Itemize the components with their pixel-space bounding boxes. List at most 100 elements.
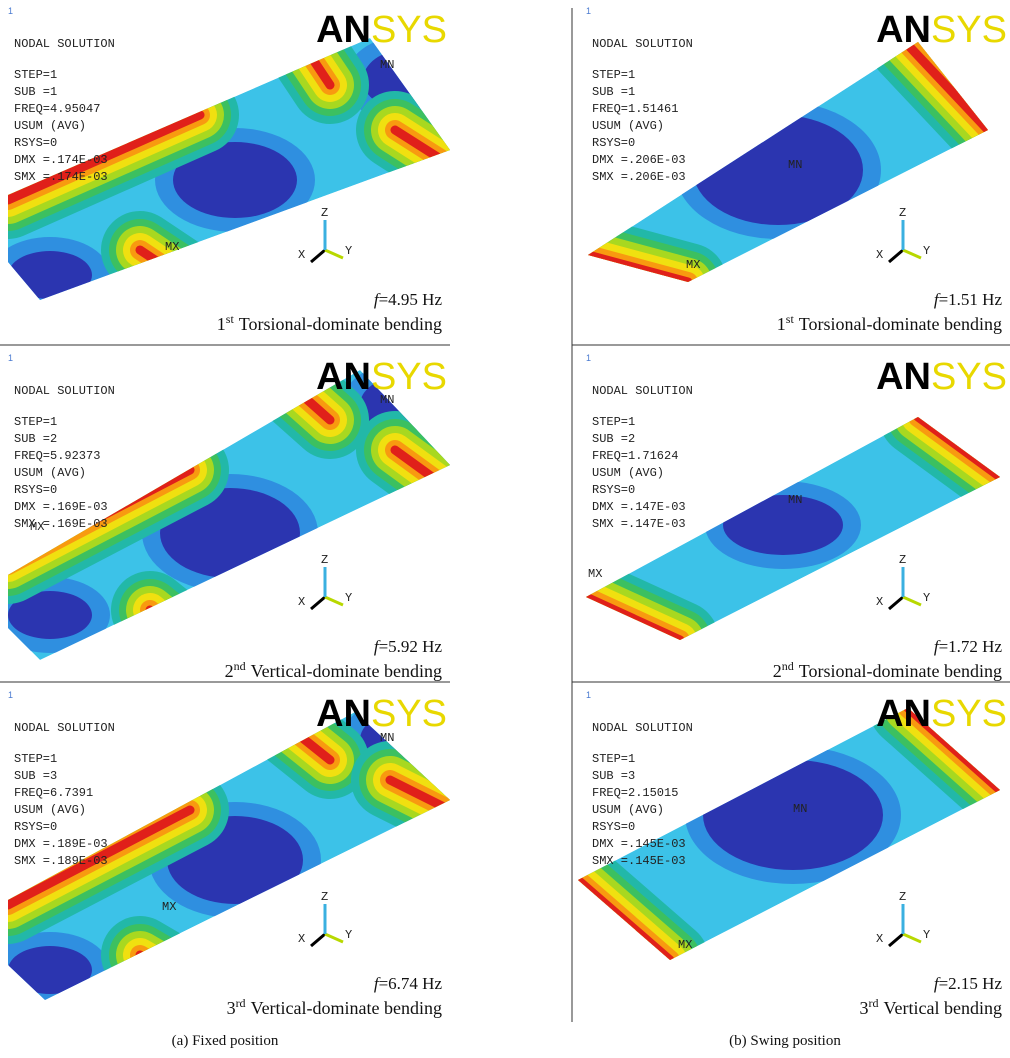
max-label: MX xyxy=(588,567,602,581)
frequency-value: =2.15 Hz xyxy=(939,974,1003,993)
triad-label: Y xyxy=(923,928,930,942)
triad-label: Y xyxy=(345,928,352,942)
result-line: SMX =.145E-03 xyxy=(592,854,686,868)
logo-black: AN xyxy=(876,356,931,398)
contour-band xyxy=(150,610,200,650)
result-line: USUM (AVG) xyxy=(14,466,86,480)
logo-yellow: SYS xyxy=(931,693,1007,735)
column-caption: (a) Fixed position xyxy=(172,1033,279,1049)
result-line: STEP=1 xyxy=(592,415,635,429)
triad-label: Y xyxy=(923,591,930,605)
mode-name: Torsional-dominate bending xyxy=(239,314,442,334)
result-line: RSYS=0 xyxy=(14,136,57,150)
contour-band xyxy=(693,115,863,225)
triad-label: Z xyxy=(321,553,328,567)
result-line: RSYS=0 xyxy=(14,820,57,834)
logo-yellow: SYS xyxy=(371,693,447,735)
triad-label: Y xyxy=(345,591,352,605)
contour-band xyxy=(140,955,200,990)
triad-label: Z xyxy=(899,206,906,220)
contour-plot xyxy=(578,708,1000,960)
result-line: SUB =3 xyxy=(592,769,635,783)
result-header: NODAL SOLUTION xyxy=(14,721,115,735)
window-number: 1 xyxy=(8,6,13,16)
mode-name: Torsional-dominate bending xyxy=(799,314,1002,334)
mode-name: Vertical-dominate bending xyxy=(251,661,442,681)
triad-label: Z xyxy=(899,890,906,904)
result-line: RSYS=0 xyxy=(14,483,57,497)
result-line: STEP=1 xyxy=(592,68,635,82)
triad-axis xyxy=(889,250,903,262)
result-line: SMX =.174E-03 xyxy=(14,170,108,184)
mode-name: Torsional-dominate bending xyxy=(799,661,1002,681)
triad-label: Y xyxy=(345,244,352,258)
mode-suffix: st xyxy=(786,312,795,326)
frequency-label: f=1.51 Hz xyxy=(934,290,1003,309)
result-line: STEP=1 xyxy=(592,752,635,766)
contour-band xyxy=(8,251,92,299)
frequency-value: =1.51 Hz xyxy=(939,290,1003,309)
result-line: DMX =.174E-03 xyxy=(14,153,108,167)
window-number: 1 xyxy=(586,690,591,700)
triad-label: Y xyxy=(923,244,930,258)
frequency-value: =4.95 Hz xyxy=(379,290,443,309)
contour-band xyxy=(150,610,200,650)
logo-yellow: SYS xyxy=(931,9,1007,51)
max-label: MX xyxy=(162,900,176,914)
triad-axis xyxy=(889,597,903,609)
min-label: MN xyxy=(380,393,394,407)
result-line: FREQ=2.15015 xyxy=(592,786,678,800)
mode-ordinal: 1 xyxy=(777,314,786,334)
result-line: SMX =.206E-03 xyxy=(592,170,686,184)
triad-axis xyxy=(903,934,921,942)
result-line: FREQ=4.95047 xyxy=(14,102,100,116)
triad-label: Z xyxy=(899,553,906,567)
max-label: MX xyxy=(686,258,700,272)
triad-axis xyxy=(903,597,921,605)
mode-label: 2ndVertical-dominate bending xyxy=(225,659,442,681)
result-line: DMX =.189E-03 xyxy=(14,837,108,851)
min-label: MN xyxy=(788,493,802,507)
window-number: 1 xyxy=(586,353,591,363)
frequency-label: f=1.72 Hz xyxy=(934,637,1003,656)
mode-ordinal: 1 xyxy=(217,314,226,334)
triad-label: X xyxy=(298,248,305,262)
contour-band xyxy=(150,610,200,650)
mode-suffix: st xyxy=(226,312,235,326)
result-line: DMX =.147E-03 xyxy=(592,500,686,514)
logo-yellow: SYS xyxy=(931,356,1007,398)
result-line: DMX =.169E-03 xyxy=(14,500,108,514)
max-label: MX xyxy=(165,240,179,254)
ansys-logo: ANSYS xyxy=(876,9,1007,51)
logo-yellow: SYS xyxy=(371,9,447,51)
frequency-label: f=2.15 Hz xyxy=(934,974,1003,993)
result-line: USUM (AVG) xyxy=(592,466,664,480)
contour-band xyxy=(150,610,200,650)
triad-axis xyxy=(311,597,325,609)
result-line: RSYS=0 xyxy=(592,483,635,497)
figure: 1NODAL SOLUTIONSTEP=1SUB =1FREQ=4.95047U… xyxy=(0,0,1010,1058)
result-line: STEP=1 xyxy=(14,752,57,766)
result-line: SUB =3 xyxy=(14,769,57,783)
logo-yellow: SYS xyxy=(371,356,447,398)
triad-axis xyxy=(325,934,343,942)
min-label: MN xyxy=(788,158,802,172)
triad-label: X xyxy=(876,595,883,609)
ansys-logo: ANSYS xyxy=(316,356,447,398)
logo-black: AN xyxy=(316,693,371,735)
column-caption: (b) Swing position xyxy=(729,1033,841,1049)
result-line: USUM (AVG) xyxy=(592,119,664,133)
window-number: 1 xyxy=(586,6,591,16)
result-header: NODAL SOLUTION xyxy=(14,384,115,398)
result-line: FREQ=5.92373 xyxy=(14,449,100,463)
mode-label: 1st Torsional-dominate bending xyxy=(217,312,442,334)
contour-band xyxy=(140,955,200,990)
result-line: SMX =.169E-03 xyxy=(14,517,108,531)
contour-band xyxy=(140,955,200,990)
result-line: FREQ=1.51461 xyxy=(592,102,678,116)
frequency-value: =1.72 Hz xyxy=(939,637,1003,656)
